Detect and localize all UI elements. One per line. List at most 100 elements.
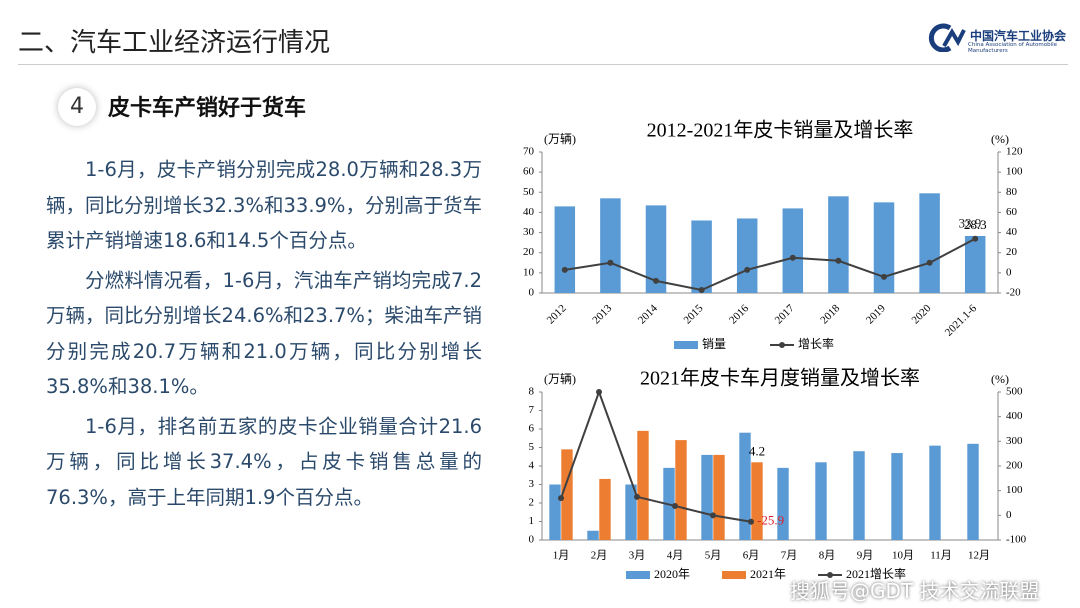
y-tick-label: 4 — [529, 460, 535, 472]
watermark: 搜狐号@GDT 技术交流联盟 — [790, 579, 1040, 603]
y-tick-label: 2 — [529, 497, 535, 509]
line-point — [789, 254, 796, 261]
bar — [675, 440, 687, 540]
bar — [873, 202, 895, 293]
bar — [815, 462, 827, 540]
bar — [964, 235, 986, 293]
legend-label: 2021年 — [750, 567, 786, 581]
y-tick-label: 8 — [529, 386, 535, 398]
x-tick-label: 9月 — [857, 550, 874, 562]
y2-tick-label: 20 — [1006, 246, 1018, 258]
slide-title: 二、汽车工业经济运行情况 — [18, 28, 331, 58]
bar — [549, 484, 561, 540]
bar — [701, 454, 713, 540]
y-tick-label: 7 — [529, 404, 535, 416]
line-point — [744, 266, 751, 273]
bar — [919, 193, 940, 293]
line-point — [634, 493, 640, 500]
section-number: 4 — [58, 88, 96, 126]
x-tick-label: 11月 — [930, 550, 952, 562]
line-point — [561, 266, 568, 273]
line-point — [926, 259, 933, 266]
legend-label: 增长率 — [798, 336, 834, 351]
y-tick-label: 60 — [523, 166, 535, 178]
line-point — [672, 502, 678, 509]
data-label: 4.2 — [749, 443, 765, 458]
bar — [625, 484, 637, 540]
line-point — [835, 257, 842, 264]
y-tick-label: 5 — [529, 441, 535, 453]
y2-tick-label: 200 — [1006, 460, 1023, 472]
x-tick-label: 2013 — [590, 302, 614, 326]
bar — [600, 198, 621, 293]
y-tick-label: 50 — [523, 186, 535, 198]
body-text: 1-6月，皮卡产销分别完成28.0万辆和28.3万辆，同比分别增长32.3%和3… — [46, 152, 482, 519]
logo-text: 中国汽车工业协会 — [970, 29, 1067, 43]
bar — [587, 530, 599, 540]
x-tick-label: 2014 — [636, 302, 660, 326]
y-tick-label: 6 — [529, 423, 535, 435]
legend-label: 2020年 — [654, 567, 690, 581]
bar — [637, 430, 649, 540]
x-tick-label: 2012 — [545, 302, 569, 326]
x-tick-label: 8月 — [819, 550, 836, 562]
legend-swatch — [722, 571, 746, 579]
y-tick-label: 10 — [523, 266, 535, 278]
bar — [736, 218, 758, 293]
x-tick-label: 2020 — [909, 302, 933, 326]
y2-tick-label: 300 — [1006, 435, 1023, 447]
x-tick-label: 3月 — [629, 550, 646, 562]
bar — [853, 451, 865, 540]
line — [564, 237, 976, 292]
y2-tick-label: 80 — [1006, 186, 1018, 198]
bar — [599, 478, 611, 540]
legend-swatch — [674, 341, 698, 349]
legend-swatch — [626, 571, 650, 579]
x-tick-label: 10月 — [892, 550, 914, 562]
y2-tick-label: 500 — [1006, 386, 1023, 398]
y-tick-label: 20 — [523, 246, 535, 258]
legend-swatch — [827, 572, 833, 578]
y2-axis-label: (%) — [991, 372, 1009, 386]
x-tick-label: 2021.1-6 — [943, 302, 980, 339]
y2-tick-label: 60 — [1006, 206, 1018, 218]
line-point — [972, 235, 979, 242]
bar — [777, 467, 789, 540]
bar — [645, 205, 667, 293]
line-point — [748, 518, 754, 525]
x-tick-label: 2016 — [727, 302, 751, 326]
logo-subtext: China Association of Automobile Manufact… — [968, 42, 1057, 54]
x-tick-label: 1月 — [553, 550, 570, 562]
legend-swatch — [779, 342, 785, 348]
data-label: 28.3 — [964, 217, 987, 232]
y-tick-label: 1 — [529, 515, 535, 527]
y2-tick-label: 400 — [1006, 410, 1023, 422]
x-tick-label: 7月 — [781, 550, 798, 562]
bar — [561, 449, 573, 540]
y2-tick-label: 40 — [1006, 226, 1018, 238]
logo-mark — [928, 23, 966, 52]
y-tick-label: 3 — [529, 478, 535, 490]
bar — [967, 443, 979, 540]
x-tick-label: 4月 — [667, 550, 684, 562]
chart-title: 2021年皮卡车月度销量及增长率 — [640, 367, 920, 390]
y2-tick-label: -20 — [1006, 287, 1021, 299]
y-axis-label: (万辆) — [544, 372, 576, 386]
y2-tick-label: 0 — [1006, 509, 1012, 521]
chart-title: 2012-2021年皮卡销量及增长率 — [647, 119, 914, 142]
line-point — [710, 512, 716, 519]
line-point — [596, 389, 602, 395]
data-label: -25.9 — [757, 513, 784, 528]
x-tick-label: 5月 — [705, 550, 722, 562]
y2-axis-label: (%) — [991, 132, 1009, 146]
x-tick-label: 2015 — [681, 302, 705, 326]
bar — [554, 206, 576, 293]
legend-label: 销量 — [702, 337, 726, 351]
bar — [691, 220, 712, 293]
y2-tick-label: 100 — [1006, 166, 1023, 178]
y-axis-label: (万辆) — [544, 132, 576, 146]
bar — [739, 432, 751, 540]
bar — [828, 196, 849, 293]
bar — [782, 208, 804, 293]
